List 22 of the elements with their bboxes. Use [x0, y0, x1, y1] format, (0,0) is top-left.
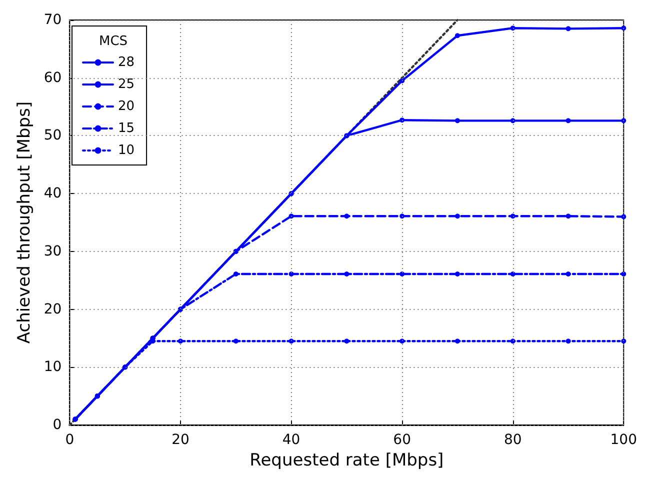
x-tick-label: 40 [282, 432, 300, 448]
legend-title: MCS [99, 34, 128, 49]
y-tick-label: 20 [44, 301, 62, 318]
x-tick-label: 0 [65, 432, 74, 448]
y-tick-label: 0 [52, 417, 62, 433]
x-tick-label: 60 [393, 432, 411, 448]
y-tick-label: 50 [44, 128, 62, 144]
legend-label: 15 [118, 121, 135, 136]
legend-label: 10 [118, 143, 135, 158]
x-axis-title: Requested rate [Mbps] [250, 450, 444, 470]
x-tick-label: 20 [172, 432, 190, 448]
x-tick-label: 100 [610, 432, 638, 448]
y-tick-label: 40 [44, 186, 62, 202]
y-tick-label: 10 [44, 359, 62, 376]
x-tick-label: 80 [504, 432, 522, 448]
legend-label: 20 [118, 99, 135, 114]
y-tick-label: 30 [44, 243, 62, 260]
y-tick-label: 60 [44, 70, 62, 86]
legend-label: 25 [118, 77, 135, 92]
y-axis-title: Achieved throughput [Mbps] [14, 101, 34, 344]
y-tick-label: 70 [44, 12, 62, 28]
legend-label: 28 [118, 55, 135, 70]
